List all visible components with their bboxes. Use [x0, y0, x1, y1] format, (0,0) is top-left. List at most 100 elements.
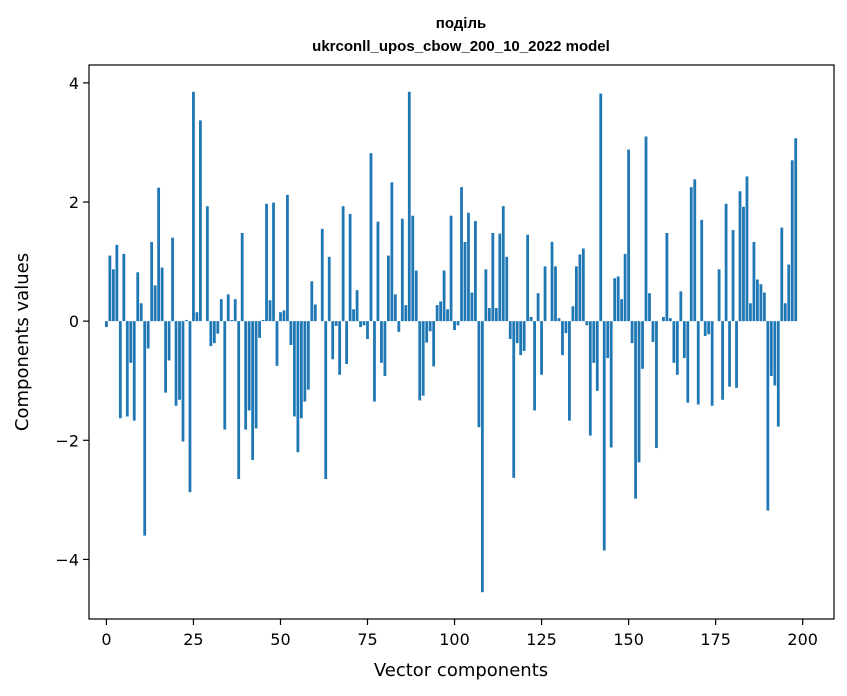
bar-76 — [369, 153, 373, 322]
bar-43 — [254, 321, 258, 429]
bar-165 — [679, 291, 683, 322]
bar-94 — [432, 321, 436, 367]
bar-93 — [428, 321, 432, 332]
bar-70 — [348, 213, 352, 322]
bar-172 — [703, 321, 707, 337]
bar-59 — [310, 281, 314, 322]
chart-title: поділь — [436, 15, 486, 32]
bar-72 — [355, 290, 359, 322]
bar-132 — [564, 321, 568, 334]
bar-186 — [752, 241, 756, 322]
bar-180 — [731, 230, 735, 322]
bar-16 — [160, 267, 164, 322]
bar-99 — [449, 215, 453, 322]
bar-163 — [672, 321, 676, 363]
bar-33 — [219, 299, 223, 322]
bar-182 — [738, 191, 742, 322]
bar-133 — [568, 321, 571, 421]
bar-160 — [662, 316, 665, 322]
bar-128 — [550, 241, 554, 322]
bar-7 — [129, 321, 133, 363]
bar-151 — [630, 321, 634, 344]
bar-147 — [616, 276, 620, 322]
bar-135 — [574, 266, 578, 322]
bar-19 — [171, 237, 174, 322]
bar-95 — [435, 305, 439, 322]
bar-96 — [439, 301, 443, 322]
bar-64 — [327, 256, 331, 322]
bar-41 — [247, 321, 251, 411]
bar-81 — [387, 255, 390, 322]
bar-80 — [383, 321, 387, 376]
bar-112 — [494, 308, 498, 322]
bar-137 — [581, 248, 585, 322]
bar-87 — [407, 91, 411, 322]
bar-4 — [118, 321, 122, 419]
bar-168 — [689, 187, 693, 322]
bar-122 — [529, 316, 533, 322]
bar-113 — [498, 233, 502, 322]
bar-5 — [122, 253, 126, 322]
bar-37 — [233, 299, 237, 322]
x-tick-label: 50 — [270, 630, 290, 649]
bar-158 — [655, 321, 658, 449]
bar-57 — [303, 321, 307, 402]
bar-138 — [585, 321, 589, 326]
bar-58 — [306, 321, 310, 390]
bar-50 — [279, 312, 282, 322]
y-tick-label: −4 — [55, 550, 79, 569]
x-tick-label: 150 — [613, 630, 644, 649]
bar-148 — [620, 299, 624, 322]
bar-121 — [526, 234, 530, 322]
bar-66 — [334, 321, 338, 326]
bar-145 — [609, 321, 613, 448]
bar-129 — [554, 266, 557, 322]
bar-191 — [769, 321, 773, 376]
bar-105 — [470, 292, 474, 322]
bar-131 — [561, 321, 564, 356]
bar-77 — [373, 321, 376, 402]
bar-71 — [352, 309, 355, 322]
x-axis-label: Vector components — [374, 660, 548, 681]
bar-188 — [759, 284, 763, 322]
y-tick-label: 4 — [69, 74, 79, 93]
bar-157 — [651, 321, 655, 342]
bar-108 — [481, 321, 484, 593]
bar-104 — [467, 212, 470, 322]
y-axis-label: Components values — [12, 253, 33, 431]
bar-125 — [540, 321, 543, 375]
bar-1 — [108, 255, 112, 322]
bar-47 — [268, 300, 272, 322]
bar-174 — [710, 321, 714, 406]
bar-40 — [244, 321, 248, 430]
bar-32 — [216, 321, 220, 334]
bar-166 — [682, 321, 686, 359]
chart-subtitle: ukrconll_upos_cbow_200_10_2022 model — [312, 38, 610, 55]
bar-36 — [230, 319, 234, 322]
bar-136 — [578, 254, 582, 322]
bar-170 — [696, 321, 700, 405]
bar-2 — [111, 269, 115, 322]
bar-86 — [404, 305, 408, 322]
bar-10 — [139, 303, 143, 322]
bar-134 — [571, 306, 575, 322]
bar-45 — [261, 319, 265, 322]
bar-169 — [693, 179, 697, 322]
bar-49 — [275, 321, 279, 366]
bar-149 — [623, 253, 627, 322]
bar-82 — [390, 182, 394, 322]
bar-21 — [178, 321, 181, 400]
bar-150 — [627, 149, 630, 322]
bar-42 — [251, 321, 255, 460]
bar-18 — [167, 321, 171, 361]
bar-15 — [157, 187, 161, 322]
bar-184 — [745, 176, 749, 322]
bar-14 — [153, 285, 157, 322]
bar-29 — [205, 206, 209, 322]
bar-6 — [125, 321, 129, 417]
bar-23 — [185, 319, 188, 322]
bar-155 — [644, 136, 648, 322]
bar-83 — [393, 294, 397, 322]
bar-11 — [143, 321, 147, 536]
bar-130 — [557, 318, 561, 322]
